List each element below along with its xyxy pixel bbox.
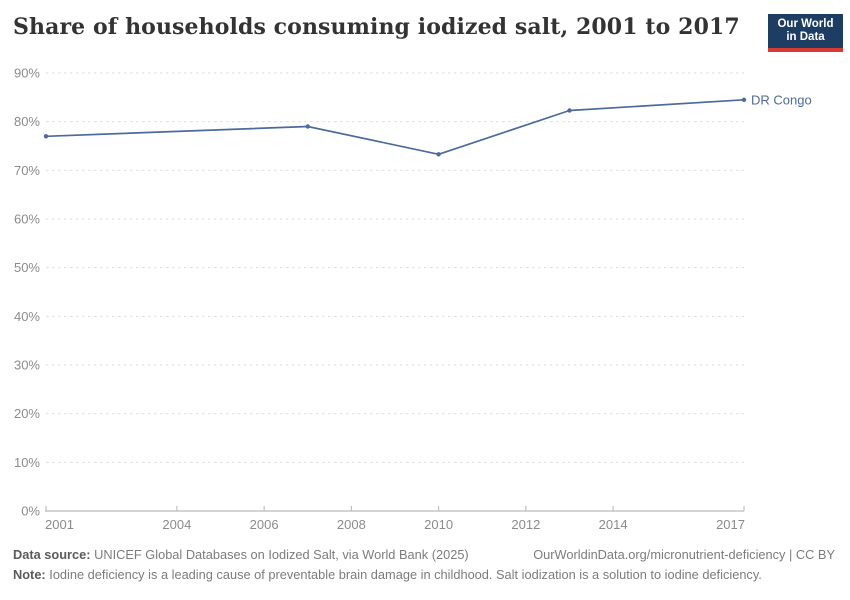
y-tick-label: 90% [14,66,40,81]
y-tick-label: 60% [14,212,40,227]
y-tick-label: 20% [14,406,40,421]
owid-logo-line2: in Data [786,31,825,43]
chart-title: Share of households consuming iodized sa… [13,14,740,40]
data-source: Data source: UNICEF Global Databases on … [13,545,469,565]
x-tick-label: 2017 [716,517,745,532]
chart-footer: Data source: UNICEF Global Databases on … [13,545,835,585]
y-tick-label: 0% [21,504,40,519]
y-tick-label: 10% [14,455,40,470]
data-line [45,98,745,156]
x-tick-label: 2014 [599,517,628,532]
data-source-label: Data source: [13,547,91,562]
x-tick-label: 2001 [45,517,74,532]
data-point [567,108,572,113]
x-tick-label: 2010 [424,517,453,532]
owid-logo[interactable]: Our World in Data [768,14,843,52]
note-text: Iodine deficiency is a leading cause of … [45,567,762,582]
data-point [305,124,310,129]
x-tick-label: 2006 [250,517,279,532]
x-tick-label: 2012 [511,517,540,532]
license-link[interactable]: OurWorldinData.org/micronutrient-deficie… [533,547,835,562]
line-chart: 0% 10% 20% 30% 40% 50% 60% 70% 80% 90% 2001 2004 200… [14,66,812,533]
y-tick-label: 40% [14,309,40,324]
data-point [43,134,49,139]
data-point [436,152,441,157]
note-label: Note: [13,567,46,582]
x-tick-label: 2008 [337,517,366,532]
chart-note: Note: Iodine deficiency is a leading cau… [13,565,835,585]
y-tick-label: 50% [14,260,40,275]
data-point [741,97,747,103]
owid-logo-line1: Our World [777,18,834,30]
data-source-text: UNICEF Global Databases on Iodized Salt,… [90,547,469,562]
y-tick-label: 70% [14,163,40,178]
series-label: DR Congo [751,92,812,107]
x-tick-label: 2004 [162,517,191,532]
y-tick-label: 30% [14,358,40,373]
y-tick-label: 80% [14,114,40,129]
